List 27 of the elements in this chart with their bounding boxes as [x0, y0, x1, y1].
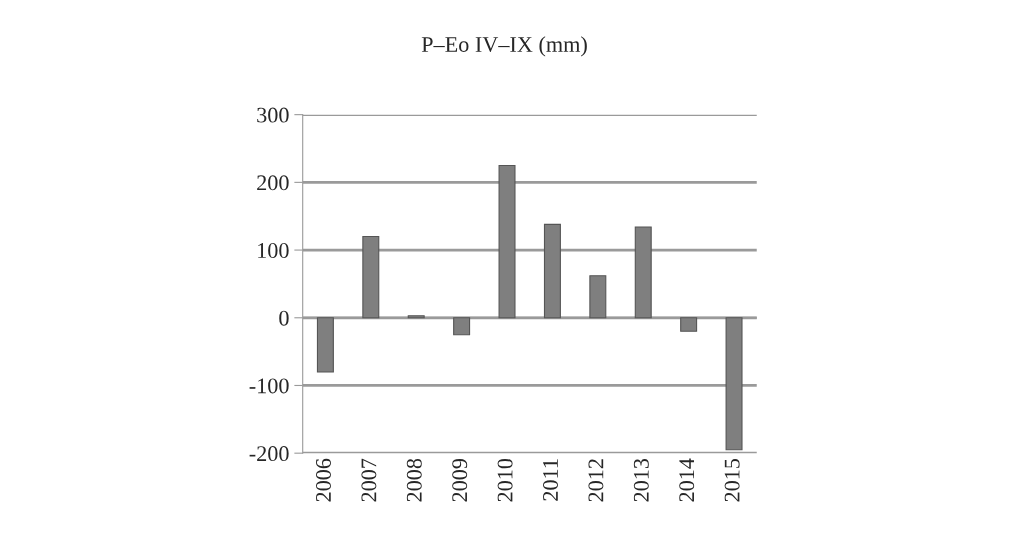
y-tick-label: 100	[258, 243, 289, 258]
x-tick-label: 2015	[724, 458, 740, 502]
bar	[362, 235, 380, 319]
y-tick-label: -200	[249, 446, 289, 462]
x-tick-label: 2012	[588, 459, 604, 502]
bar	[725, 317, 743, 451]
x-tick-label: 2010	[497, 458, 513, 502]
bar	[589, 275, 607, 319]
bar	[543, 223, 561, 319]
x-tick-label: 2009	[452, 458, 468, 502]
x-tick-label: 2006	[315, 458, 331, 502]
bar	[680, 317, 698, 332]
x-tick-label: 2008	[406, 458, 422, 502]
x-tick-label: 2013	[633, 458, 649, 502]
chart-title: P–Eo IV–IX (mm)	[421, 36, 587, 57]
y-tick-label: -100	[249, 378, 289, 394]
y-tick-label: 300	[257, 107, 289, 123]
bar	[498, 164, 516, 319]
bar	[407, 315, 425, 319]
bar	[634, 226, 652, 319]
y-tick-label: 0	[279, 310, 289, 326]
x-tick-label: 2007	[361, 458, 377, 502]
y-tick-label: 200	[257, 175, 289, 191]
bar	[316, 317, 334, 373]
bar	[453, 317, 471, 336]
x-tick-label: 2014	[679, 458, 695, 502]
x-tick-label: 2011	[542, 459, 558, 501]
